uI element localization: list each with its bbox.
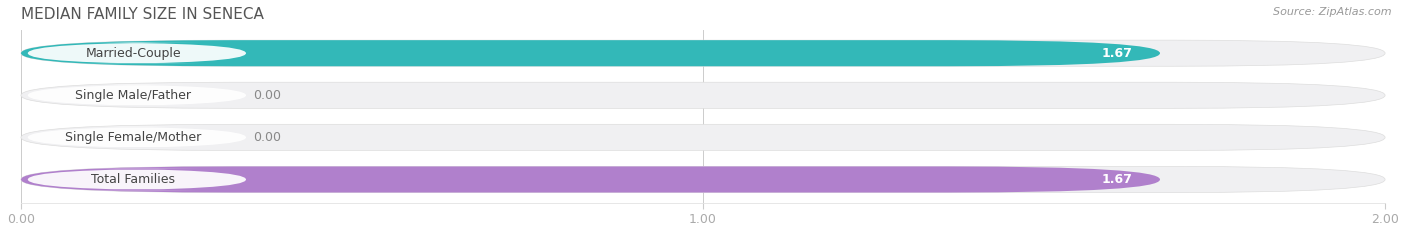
FancyBboxPatch shape: [28, 85, 246, 106]
Text: MEDIAN FAMILY SIZE IN SENECA: MEDIAN FAMILY SIZE IN SENECA: [21, 7, 264, 22]
Text: Source: ZipAtlas.com: Source: ZipAtlas.com: [1274, 7, 1392, 17]
FancyBboxPatch shape: [28, 42, 246, 64]
Text: Single Female/Mother: Single Female/Mother: [65, 131, 201, 144]
FancyBboxPatch shape: [28, 169, 246, 190]
FancyBboxPatch shape: [21, 166, 1160, 192]
Text: Single Male/Father: Single Male/Father: [76, 89, 191, 102]
Text: Married-Couple: Married-Couple: [86, 47, 181, 60]
FancyBboxPatch shape: [21, 166, 1385, 192]
FancyBboxPatch shape: [21, 124, 1385, 151]
FancyBboxPatch shape: [21, 82, 1385, 108]
Text: Total Families: Total Families: [91, 173, 176, 186]
Text: 1.67: 1.67: [1102, 173, 1133, 186]
Text: 1.67: 1.67: [1102, 47, 1133, 60]
FancyBboxPatch shape: [21, 40, 1385, 66]
FancyBboxPatch shape: [21, 40, 1160, 66]
Text: 0.00: 0.00: [253, 89, 281, 102]
FancyBboxPatch shape: [28, 127, 246, 148]
Text: 0.00: 0.00: [253, 131, 281, 144]
